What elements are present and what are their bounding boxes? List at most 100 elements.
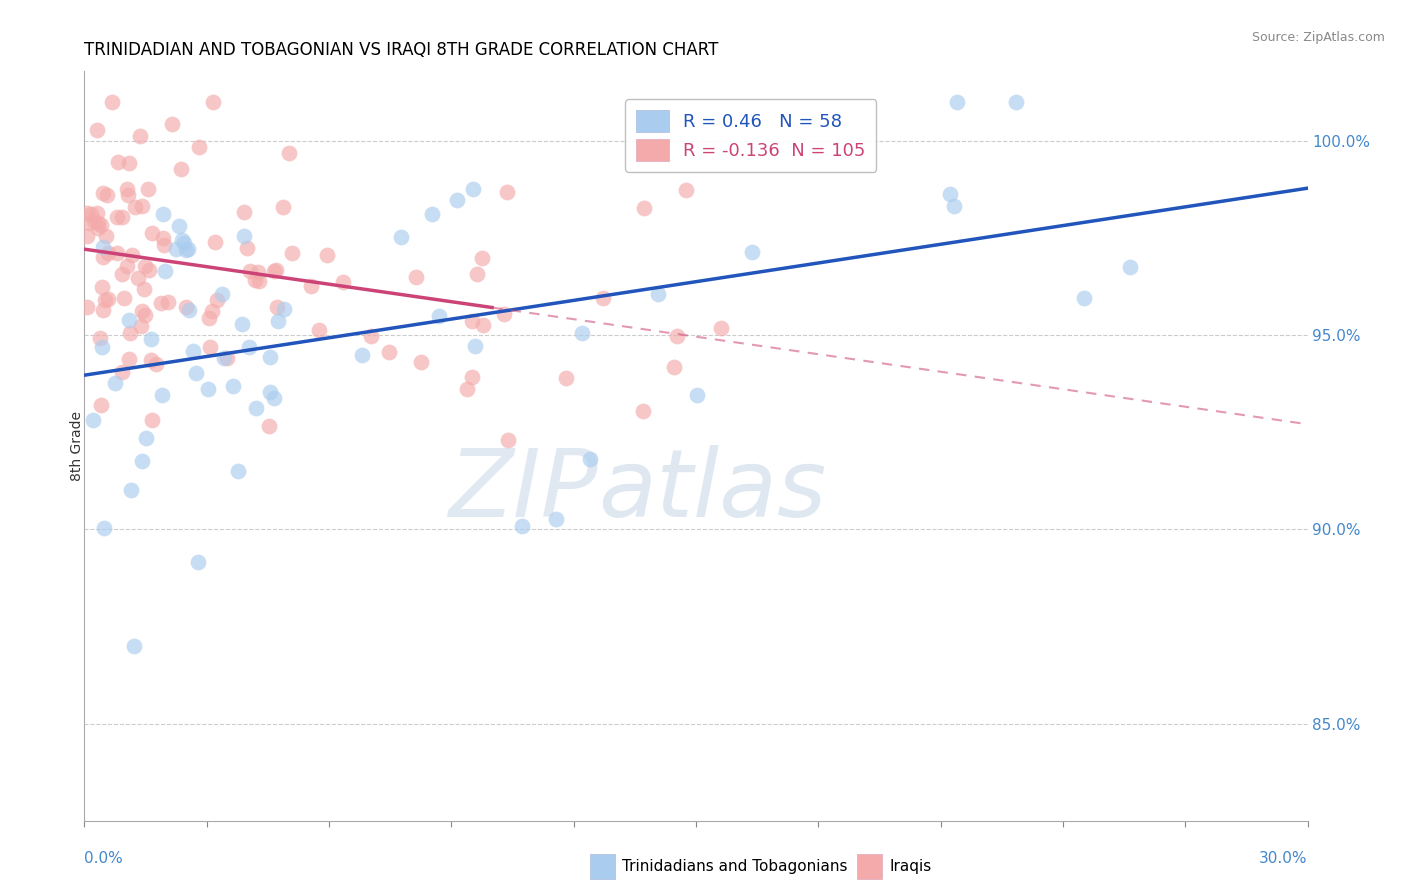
Point [245,401,267,415]
Point [546,512,568,526]
Point [135,432,157,446]
Point [150,388,173,402]
Point [141,227,163,241]
Point [456,382,478,396]
Point [299,279,322,293]
Point [631,404,654,418]
Point [129,129,152,144]
Point [127,270,149,285]
Text: 30.0%: 30.0% [1260,851,1308,865]
Point [555,370,578,384]
Point [222,378,245,392]
Point [104,376,127,391]
Point [90,397,112,411]
Point [141,332,163,346]
Point [1073,292,1095,306]
Point [76,205,98,219]
Point [153,263,176,277]
Point [96,188,118,202]
Point [187,555,209,569]
Text: 0.0%: 0.0% [84,851,124,865]
Point [87,216,110,230]
Point [263,392,285,406]
Point [170,233,193,247]
Point [188,140,211,154]
Point [420,207,443,221]
Point [259,384,281,399]
Point [281,246,304,260]
Text: TRINIDADIAN AND TOBAGONIAN VS IRAQI 8TH GRADE CORRELATION CHART: TRINIDADIAN AND TOBAGONIAN VS IRAQI 8TH … [84,41,718,59]
Point [150,296,173,310]
Point [174,300,197,314]
Point [136,182,159,196]
Point [121,248,143,262]
Point [94,293,117,308]
Point [118,155,141,169]
Point [111,210,134,224]
Point [465,267,488,281]
Point [247,274,270,288]
Point [153,238,176,252]
Point [461,182,484,196]
Point [90,218,112,232]
Point [184,366,207,380]
Point [1119,260,1142,274]
Point [315,247,337,261]
Point [350,348,373,362]
Point [592,292,614,306]
Point [198,340,221,354]
Point [471,318,494,332]
Point [411,355,433,369]
Point [1004,95,1026,110]
Point [389,229,412,244]
Point [79,206,101,220]
Point [271,200,294,214]
Point [139,353,162,368]
Point [427,309,450,323]
Point [204,235,226,249]
Point [101,95,124,110]
Point [264,262,287,277]
Point [124,200,146,214]
Point [112,291,135,305]
Point [239,264,262,278]
Point [710,321,733,335]
Point [238,340,260,354]
Point [105,211,128,225]
Point [97,292,120,306]
Point [79,216,101,230]
Point [201,304,224,318]
Point [107,155,129,169]
Point [170,161,193,176]
Point [510,518,533,533]
Point [675,183,697,197]
Point [405,269,427,284]
Point [197,311,219,326]
Point [76,300,98,314]
Point [105,246,128,260]
Point [91,239,114,253]
Point [267,314,290,328]
Point [91,186,114,200]
Point [938,186,960,201]
Point [181,343,204,358]
Point [131,304,153,318]
Point [97,245,120,260]
Point [228,463,250,477]
Point [115,259,138,273]
Point [152,231,174,245]
Point [118,312,141,326]
Point [259,351,281,365]
Text: Iraqis: Iraqis [890,859,932,873]
Point [277,146,299,161]
Point [492,307,515,321]
Text: Source: ZipAtlas.com: Source: ZipAtlas.com [1251,31,1385,45]
Point [131,199,153,213]
Point [165,242,187,256]
Point [266,300,288,314]
Point [167,219,190,233]
Point [233,228,256,243]
Point [633,201,655,215]
Point [177,242,200,256]
Point [446,193,468,207]
